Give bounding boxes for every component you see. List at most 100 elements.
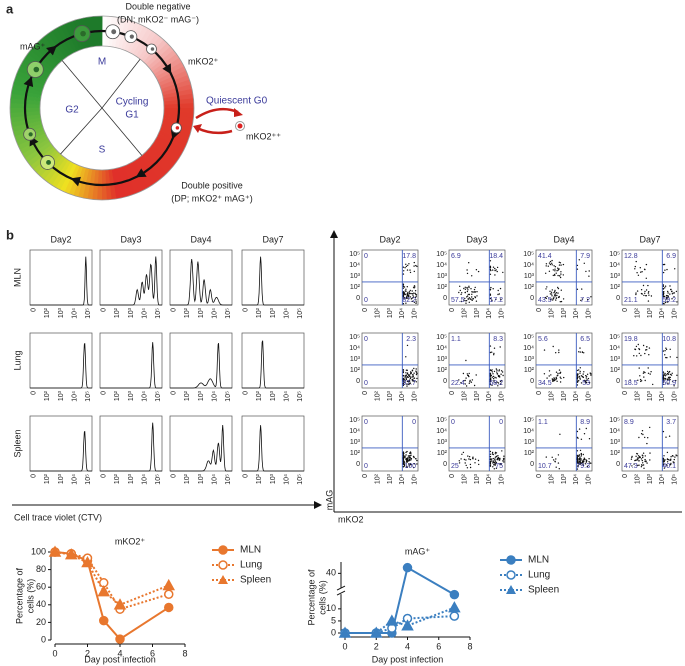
flow-dot	[459, 289, 461, 292]
flow-dot	[500, 383, 502, 385]
flow-dot	[552, 298, 555, 300]
flow-dot	[675, 454, 677, 456]
flow-dot	[467, 293, 469, 296]
flow-dot	[586, 460, 588, 462]
flow-dot	[489, 380, 492, 382]
dn-sub: (DN; mKO2⁻ mAG⁻)	[117, 14, 199, 24]
flow-dot	[553, 379, 555, 381]
y-tick-label: 10³	[437, 439, 448, 446]
flow-dot	[559, 301, 561, 303]
quadrant-dots	[630, 452, 651, 469]
flow-dot	[580, 457, 582, 460]
flow-dot	[492, 266, 495, 268]
quadrant-dots	[543, 345, 560, 354]
flow-dot	[497, 293, 499, 296]
flow-dot	[671, 293, 674, 295]
histogram-frame	[241, 332, 305, 389]
x-tick-label: 10³	[58, 390, 65, 401]
flow-dot	[551, 456, 553, 458]
flow-dot	[503, 455, 505, 457]
x-tick-label: 0	[622, 391, 629, 395]
flow-dot	[556, 375, 558, 377]
x-tick-label: 10⁵	[225, 391, 232, 402]
cycle-arrowhead	[70, 176, 81, 187]
quadrant-dots	[576, 367, 592, 386]
flow-dot	[585, 377, 587, 379]
flow-dot	[673, 458, 675, 461]
y-tick-label: 10⁵	[349, 417, 360, 424]
flow-dot	[489, 373, 492, 375]
flow-frame	[621, 415, 679, 472]
y-tick-label: 0	[530, 461, 534, 468]
flow-dot	[489, 289, 492, 291]
y-tick-label: 10⁴	[349, 262, 360, 269]
flow-dot	[556, 270, 558, 272]
marker	[97, 585, 111, 597]
marker	[385, 614, 399, 626]
flow-dot	[644, 379, 646, 382]
x-tick-label: 10⁵	[671, 308, 678, 319]
flow-dot	[475, 374, 477, 376]
flow-dot	[649, 426, 651, 429]
y-tick-label: 60	[36, 582, 46, 592]
flow-dot	[637, 379, 639, 381]
histogram-curve	[100, 256, 162, 306]
flow-dot	[403, 378, 406, 380]
flow-dot	[402, 295, 405, 298]
flow-dot	[402, 297, 405, 299]
y-tick-label: 80	[36, 564, 46, 574]
flow-dot	[405, 297, 408, 299]
flow-dot	[642, 462, 644, 464]
quadrant-value: 59.2	[662, 297, 676, 304]
marker	[449, 611, 460, 621]
x-tick-label: 10⁴	[141, 308, 148, 319]
x-tick-label: 10⁵	[585, 308, 592, 319]
flow-dot	[644, 290, 646, 293]
flow-dot	[552, 274, 554, 277]
flow-dot	[667, 382, 669, 384]
quadrant-dots	[635, 284, 653, 302]
x-tick-label: 10³	[647, 307, 654, 318]
flow-dot	[664, 459, 666, 461]
flow-dot	[579, 456, 581, 458]
x-tick-label: 0	[362, 391, 369, 395]
flow-dot	[576, 450, 579, 452]
y-tick-label: 10²	[437, 367, 448, 374]
flow-dot	[406, 458, 409, 460]
flow-dot	[475, 269, 478, 271]
quadrant-dots	[466, 262, 480, 277]
flow-dot	[587, 377, 590, 380]
y-tick-label: 0	[443, 461, 447, 468]
flow-dot	[471, 291, 473, 293]
flow-dot	[463, 287, 465, 290]
quadrant-dots	[402, 261, 418, 275]
flow-dot	[576, 468, 579, 470]
flow-dot	[409, 455, 411, 457]
flow-dot	[404, 376, 406, 378]
y-tick-label: 0	[443, 295, 447, 302]
flow-dot	[662, 284, 665, 286]
x-tick-label: 10³	[270, 473, 277, 484]
flow-dot	[492, 288, 494, 290]
phase-s: S	[99, 145, 106, 156]
flow-dot	[407, 294, 410, 296]
quadrant-value: 6.9	[666, 253, 676, 260]
flow-dot	[465, 385, 468, 387]
flow-dot	[585, 427, 587, 430]
flow-dot	[641, 459, 643, 462]
mko2-label: mKO2⁺	[188, 56, 219, 66]
quadrant-value: 6.5	[580, 336, 590, 343]
flow-dot	[634, 268, 636, 270]
flow-dot	[416, 459, 418, 462]
cell-nucleus	[28, 132, 33, 137]
quadrant-dots	[543, 369, 565, 383]
y-tick-label: 10⁵	[436, 251, 447, 258]
x-tick-label: 8	[467, 641, 472, 651]
histogram-curve	[170, 259, 232, 306]
flow-dot	[554, 291, 556, 293]
column-header: Day3	[120, 234, 141, 244]
flow-dot	[558, 264, 561, 266]
flow-dot	[459, 285, 461, 287]
axis-break-mark	[336, 585, 346, 596]
flow-dot	[642, 372, 645, 374]
